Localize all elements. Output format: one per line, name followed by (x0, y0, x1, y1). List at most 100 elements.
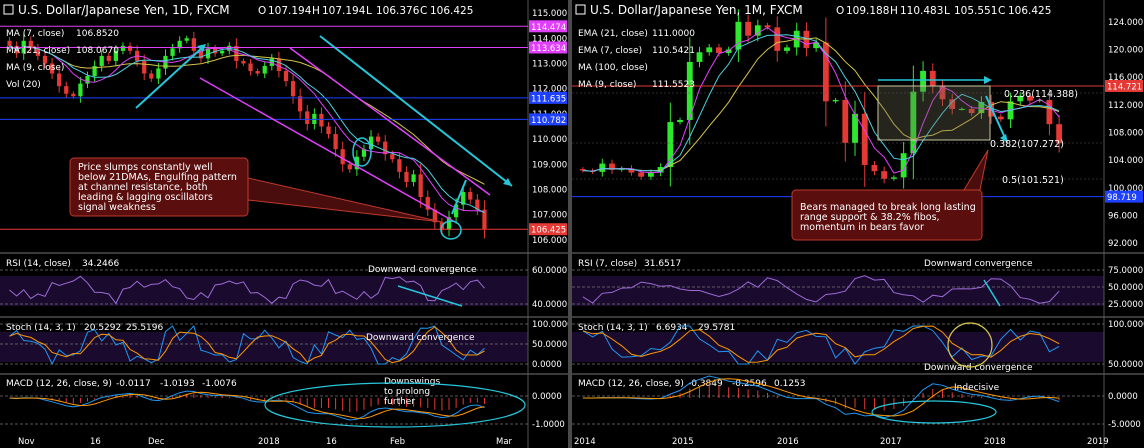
price-level-tag (529, 41, 567, 54)
candle-body (340, 149, 345, 165)
macd-value-2: -1.0193 (160, 379, 195, 389)
legend-value: 111.5523 (652, 80, 695, 90)
candle-body (347, 164, 352, 170)
annotation-box (791, 189, 983, 241)
macd-tick: 0.0000 (1108, 392, 1138, 402)
candle-body (900, 153, 907, 178)
pane-separator (572, 252, 1144, 254)
stoch-label: Stoch (14, 3, 1) (6, 323, 76, 333)
x-tick-label: 2016 (777, 437, 799, 447)
candle-body (949, 99, 956, 109)
candle-body (361, 149, 367, 157)
candle-body (35, 48, 41, 56)
annotation-text: Price slumps constantly well below 21DMAs… (78, 162, 237, 213)
stoch-band (572, 332, 1104, 362)
candle-body (647, 172, 654, 177)
ohlc-label: C (998, 5, 1005, 17)
candle-body (638, 172, 645, 177)
price-tick-label: 104.000 (1108, 156, 1143, 166)
break-arrow-line (985, 95, 1007, 141)
macd-signal-line (9, 391, 485, 419)
candle-body (71, 93, 76, 97)
x-tick-label: 16 (90, 437, 101, 447)
candle-body (99, 55, 104, 66)
candle-body (241, 60, 246, 64)
stoch-ellipse (947, 322, 993, 368)
candle-body (397, 159, 402, 172)
small-arrow-line (451, 179, 467, 215)
price-level-value: 106.425 (531, 226, 566, 236)
candle-body (305, 111, 310, 124)
ma-fast-line (9, 45, 485, 213)
candle-body (774, 27, 781, 51)
candle-body (609, 163, 615, 170)
price-level-value: 114.474 (531, 23, 566, 33)
stoch-label: Stoch (14, 3, 1) (578, 323, 648, 333)
trend-arrow-line (319, 35, 513, 187)
candle-body (127, 45, 133, 51)
candle-body (276, 58, 282, 72)
candle-body (432, 209, 437, 223)
collapse-icon[interactable] (575, 4, 586, 15)
pane-separator (572, 316, 1144, 318)
annotation-text: Bears managed to break long lasting range… (800, 202, 976, 233)
macd-tick: -1.0000 (532, 420, 565, 430)
legend-value: 106.8520 (76, 29, 119, 39)
candle-body (453, 204, 459, 218)
stoch-d-line (9, 326, 485, 364)
candle-body (298, 96, 303, 112)
candle-body (1027, 95, 1033, 101)
candle-body (745, 21, 752, 36)
callout-pointer (247, 177, 443, 223)
ohlc-value: 106.425 (430, 5, 473, 17)
legend-value: 108.0670 (76, 46, 119, 56)
legend-name: MA (9, close) (578, 80, 636, 90)
candle-body (871, 164, 878, 172)
macd-tick: 0.0000 (532, 392, 562, 402)
fib-label: 0.382(107.272) (990, 139, 1064, 150)
legend-name: EMA (7, close) (578, 46, 642, 56)
candle-body (832, 99, 839, 102)
ohlc-value: 110.483 (900, 5, 943, 17)
ohlc-label: L (944, 5, 950, 17)
macd-note: Downswings to prolong further (384, 377, 440, 407)
candle-body (446, 217, 452, 230)
price-tick-label: 124.000 (1108, 18, 1143, 28)
macd-ellipse (871, 400, 997, 424)
rsi-note: Downward convergence (368, 265, 477, 275)
price-tick-label: 108.000 (1108, 128, 1143, 138)
price-level-value: 114.721 (1107, 82, 1142, 92)
candle-body (1017, 95, 1024, 102)
candle-body (475, 199, 480, 210)
candle-body (599, 163, 606, 172)
ohlc-label: O (836, 5, 844, 17)
candle-body (910, 91, 917, 154)
candle-body (106, 55, 111, 61)
candle-body (881, 171, 888, 179)
collapse-icon[interactable] (3, 4, 14, 15)
macd-line (582, 375, 1060, 419)
daily-chart-svg: 115.000114.000113.000112.000111.000110.0… (0, 0, 568, 448)
chart-title: U.S. Dollar/Japanese Yen, 1M, FXCM (590, 3, 803, 17)
rsi-tick: 25.0000 (1108, 300, 1143, 310)
stoch-note: Downward convergence (924, 363, 1033, 373)
callout-pointer (963, 149, 989, 191)
candle-body (85, 76, 90, 84)
price-tick-label: 114.000 (532, 34, 567, 44)
stoch-note: Downward convergence (366, 333, 475, 343)
candle-body (255, 71, 260, 74)
ohlc-value: 107.194 (322, 5, 366, 17)
candle-body (461, 192, 466, 205)
candle-body (28, 40, 33, 49)
candle-body (1036, 99, 1043, 101)
trend-arrow-head (503, 178, 512, 186)
rsi-value: 31.6517 (644, 259, 681, 269)
legend-name: MA (100, close) (578, 63, 648, 73)
macd-value-1: -0.0117 (116, 379, 151, 389)
channel-upper-line (289, 47, 491, 196)
price-level-value: 113.634 (531, 44, 566, 54)
ohlc-value: 105.551 (954, 5, 997, 17)
candle-body (170, 48, 175, 56)
candle-body (78, 83, 83, 97)
pane-separator (0, 252, 568, 254)
